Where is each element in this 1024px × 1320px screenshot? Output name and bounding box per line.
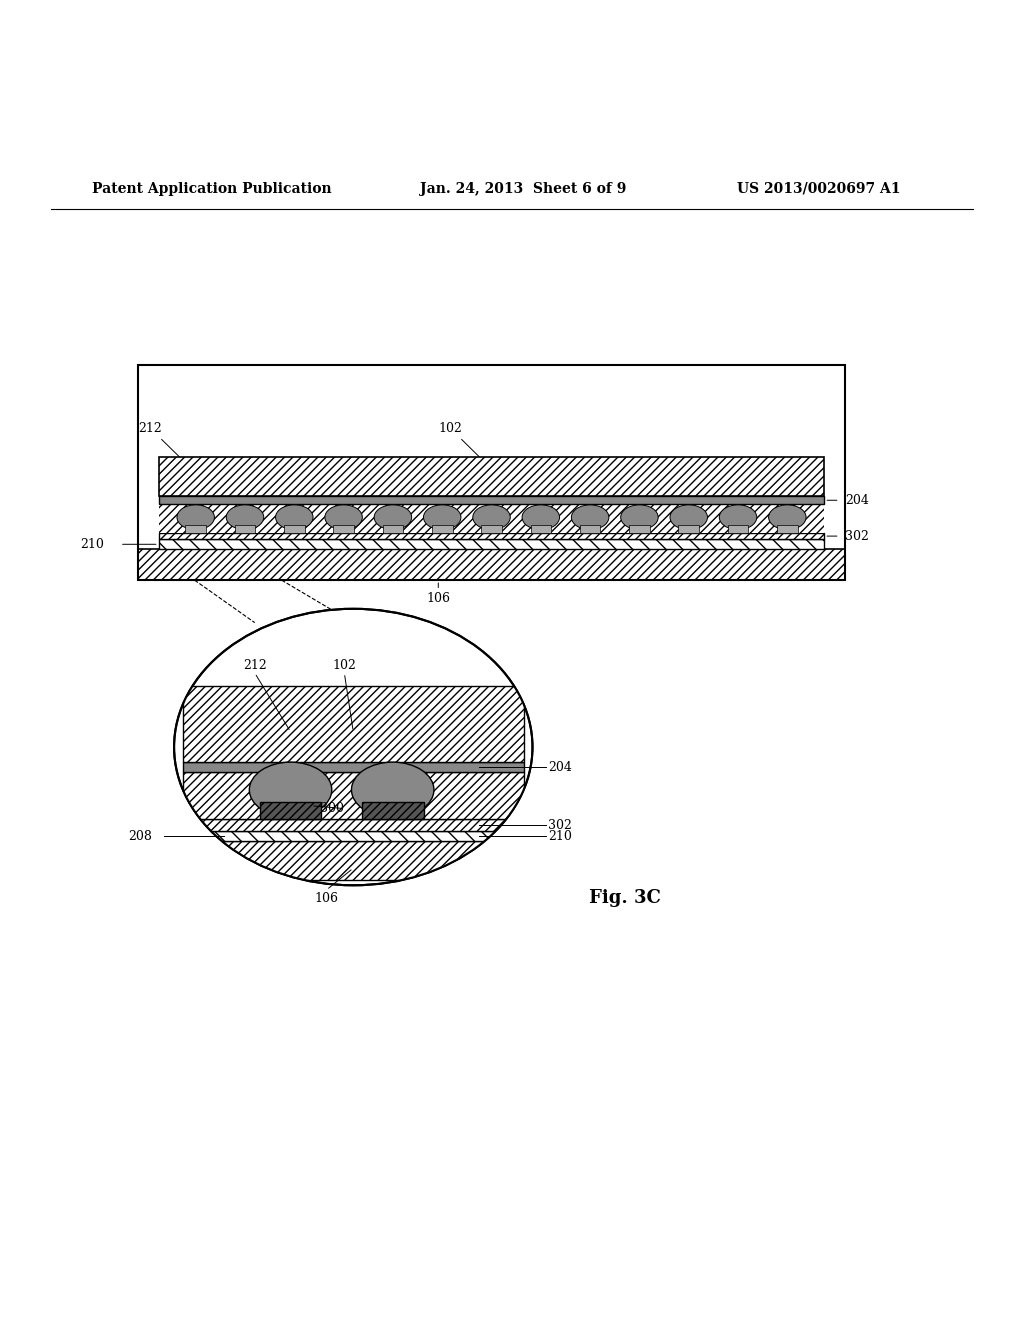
Ellipse shape — [719, 504, 757, 529]
Bar — [183, 841, 523, 879]
Bar — [183, 832, 523, 841]
Ellipse shape — [351, 762, 434, 817]
Bar — [159, 457, 824, 496]
Bar — [679, 525, 699, 533]
Text: 106: 106 — [426, 593, 451, 605]
Bar — [138, 549, 845, 579]
Bar — [159, 504, 824, 533]
Ellipse shape — [226, 504, 264, 529]
Text: 212: 212 — [243, 659, 266, 672]
Bar — [159, 457, 824, 496]
Bar — [432, 525, 453, 533]
Text: US 2013/0020697 A1: US 2013/0020697 A1 — [737, 182, 901, 195]
Text: 204: 204 — [845, 494, 868, 507]
Ellipse shape — [177, 504, 214, 529]
Ellipse shape — [325, 504, 362, 529]
Bar — [183, 818, 523, 832]
Ellipse shape — [424, 504, 461, 529]
Text: 204: 204 — [548, 760, 571, 774]
Bar — [333, 525, 354, 533]
Text: 212: 212 — [138, 421, 198, 475]
Bar — [260, 803, 322, 818]
Bar — [183, 772, 523, 818]
Text: Fig. 3C: Fig. 3C — [589, 890, 660, 907]
Text: 106: 106 — [314, 892, 338, 904]
Ellipse shape — [522, 504, 559, 529]
Text: Patent Application Publication: Patent Application Publication — [92, 182, 332, 195]
Bar — [159, 539, 824, 549]
Bar — [185, 525, 206, 533]
Ellipse shape — [275, 504, 313, 529]
Text: 208: 208 — [128, 830, 152, 842]
Bar — [138, 366, 845, 579]
Bar — [361, 803, 424, 818]
Text: 210: 210 — [80, 537, 104, 550]
Ellipse shape — [670, 504, 708, 529]
Bar — [183, 772, 523, 818]
Bar — [159, 539, 824, 549]
Text: Jan. 24, 2013  Sheet 6 of 9: Jan. 24, 2013 Sheet 6 of 9 — [420, 182, 627, 195]
Ellipse shape — [571, 504, 609, 529]
Text: 210: 210 — [548, 830, 571, 842]
Text: 102: 102 — [438, 421, 489, 467]
Bar — [361, 803, 424, 818]
Text: 302: 302 — [548, 818, 571, 832]
Text: 102: 102 — [333, 659, 356, 672]
Ellipse shape — [374, 504, 412, 529]
Bar — [284, 525, 304, 533]
Bar — [530, 525, 551, 533]
Bar — [629, 525, 650, 533]
Bar — [234, 525, 255, 533]
Bar — [138, 549, 845, 579]
Bar — [159, 533, 824, 539]
Bar — [159, 496, 824, 504]
Bar — [159, 504, 824, 533]
Bar — [183, 841, 523, 879]
Text: 302: 302 — [845, 529, 868, 543]
Bar — [481, 525, 502, 533]
Bar — [183, 832, 523, 841]
Ellipse shape — [174, 609, 532, 886]
Bar — [183, 762, 523, 772]
Bar — [159, 533, 824, 539]
Bar — [183, 686, 523, 762]
Bar — [383, 525, 403, 533]
Bar — [183, 686, 523, 762]
Bar — [777, 525, 798, 533]
Ellipse shape — [621, 504, 658, 529]
Bar — [728, 525, 749, 533]
Ellipse shape — [250, 762, 332, 817]
Bar — [183, 818, 523, 832]
Ellipse shape — [769, 504, 806, 529]
Bar — [260, 803, 322, 818]
Ellipse shape — [473, 504, 510, 529]
Text: 300: 300 — [319, 803, 344, 814]
Bar — [580, 525, 600, 533]
